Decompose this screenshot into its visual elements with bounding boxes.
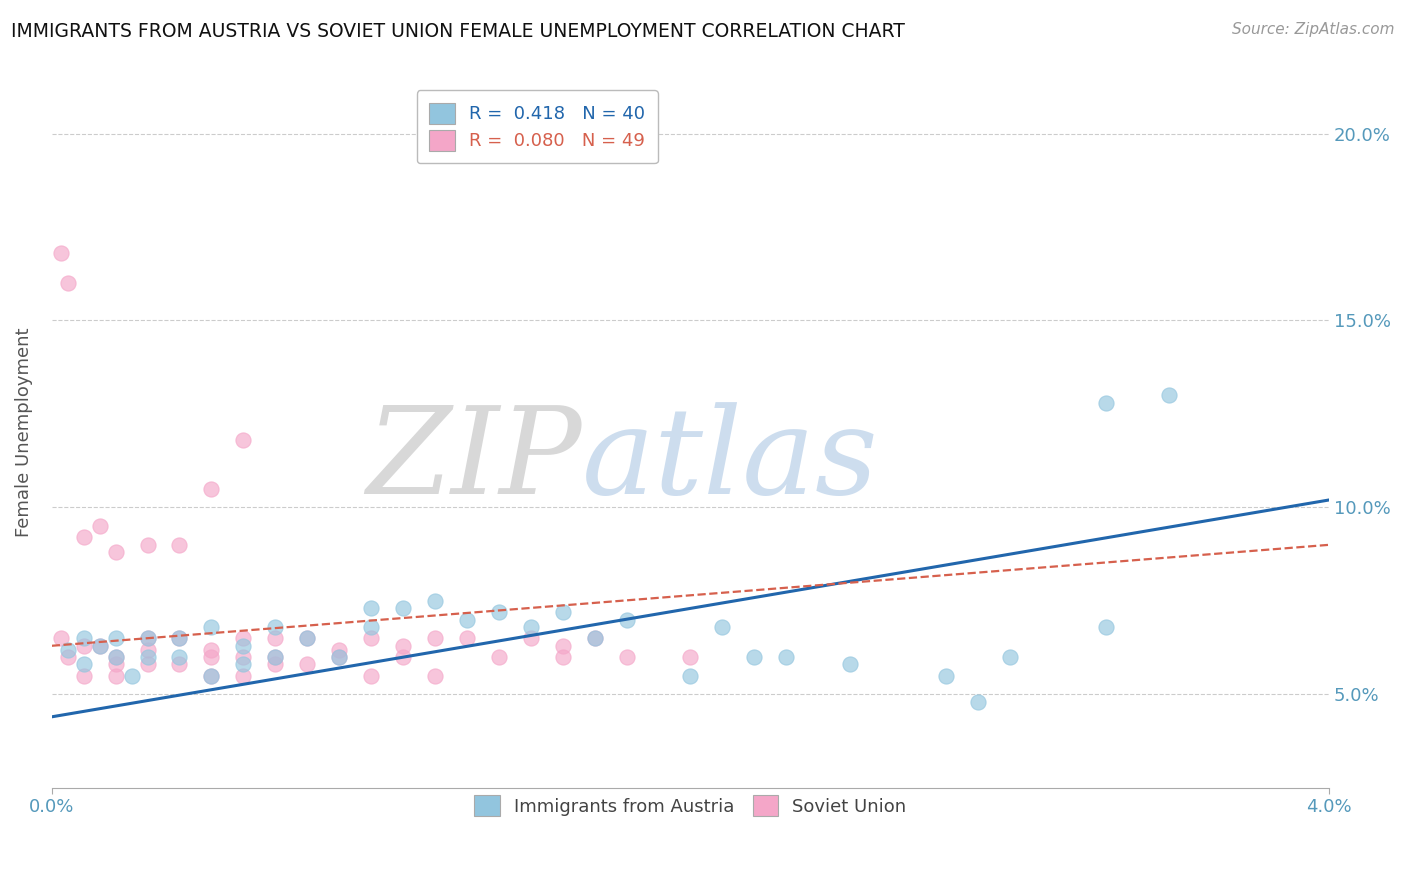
Point <box>264 650 287 665</box>
Text: IMMIGRANTS FROM AUSTRIA VS SOVIET UNION FEMALE UNEMPLOYMENT CORRELATION CHART: IMMIGRANTS FROM AUSTRIA VS SOVIET UNION … <box>11 22 905 41</box>
Point <box>488 605 510 619</box>
Point <box>616 613 638 627</box>
Point <box>232 657 254 672</box>
Point <box>200 642 222 657</box>
Point <box>200 482 222 496</box>
Point <box>136 538 159 552</box>
Point <box>104 650 127 665</box>
Point <box>1159 388 1181 402</box>
Point <box>232 669 254 683</box>
Point <box>73 669 96 683</box>
Point <box>998 650 1021 665</box>
Point <box>200 669 222 683</box>
Point <box>839 657 862 672</box>
Point <box>200 650 222 665</box>
Point <box>520 632 543 646</box>
Point <box>73 657 96 672</box>
Point <box>89 639 111 653</box>
Point <box>456 632 478 646</box>
Point <box>73 639 96 653</box>
Point <box>551 639 574 653</box>
Point <box>742 650 765 665</box>
Point <box>104 632 127 646</box>
Point <box>488 650 510 665</box>
Point <box>56 276 79 290</box>
Point <box>679 669 702 683</box>
Point <box>169 538 191 552</box>
Point <box>51 246 73 260</box>
Point <box>232 433 254 447</box>
Point <box>966 695 988 709</box>
Point <box>328 650 350 665</box>
Point <box>56 642 79 657</box>
Point <box>104 657 127 672</box>
Point <box>232 639 254 653</box>
Point <box>169 657 191 672</box>
Point <box>89 639 111 653</box>
Point <box>360 601 382 615</box>
Point <box>89 519 111 533</box>
Point <box>104 650 127 665</box>
Point <box>297 632 319 646</box>
Point <box>136 642 159 657</box>
Point <box>551 650 574 665</box>
Point <box>328 650 350 665</box>
Point <box>392 639 415 653</box>
Point <box>360 632 382 646</box>
Point <box>121 669 143 683</box>
Point <box>136 650 159 665</box>
Point <box>360 620 382 634</box>
Point <box>583 632 606 646</box>
Point <box>104 669 127 683</box>
Point <box>423 632 446 646</box>
Point <box>200 620 222 634</box>
Point <box>679 650 702 665</box>
Point <box>297 632 319 646</box>
Point <box>264 650 287 665</box>
Point <box>73 632 96 646</box>
Point <box>104 545 127 559</box>
Point <box>456 613 478 627</box>
Point <box>200 669 222 683</box>
Point <box>232 632 254 646</box>
Point <box>775 650 797 665</box>
Point <box>51 632 73 646</box>
Point <box>360 669 382 683</box>
Y-axis label: Female Unemployment: Female Unemployment <box>15 328 32 537</box>
Point <box>169 650 191 665</box>
Text: ZIP: ZIP <box>367 402 582 520</box>
Point <box>1094 396 1116 410</box>
Point <box>136 632 159 646</box>
Point <box>232 650 254 665</box>
Point <box>264 657 287 672</box>
Text: Source: ZipAtlas.com: Source: ZipAtlas.com <box>1232 22 1395 37</box>
Point <box>136 657 159 672</box>
Point <box>169 632 191 646</box>
Point <box>1094 620 1116 634</box>
Legend: Immigrants from Austria, Soviet Union: Immigrants from Austria, Soviet Union <box>465 786 915 825</box>
Point <box>56 650 79 665</box>
Point <box>551 605 574 619</box>
Point <box>520 620 543 634</box>
Point <box>264 620 287 634</box>
Text: atlas: atlas <box>582 402 879 520</box>
Point <box>264 632 287 646</box>
Point <box>73 530 96 544</box>
Point <box>169 632 191 646</box>
Point <box>297 657 319 672</box>
Point <box>616 650 638 665</box>
Point <box>392 650 415 665</box>
Point <box>935 669 957 683</box>
Point <box>583 632 606 646</box>
Point <box>423 594 446 608</box>
Point <box>392 601 415 615</box>
Point <box>136 632 159 646</box>
Point <box>328 642 350 657</box>
Point <box>423 669 446 683</box>
Point <box>711 620 734 634</box>
